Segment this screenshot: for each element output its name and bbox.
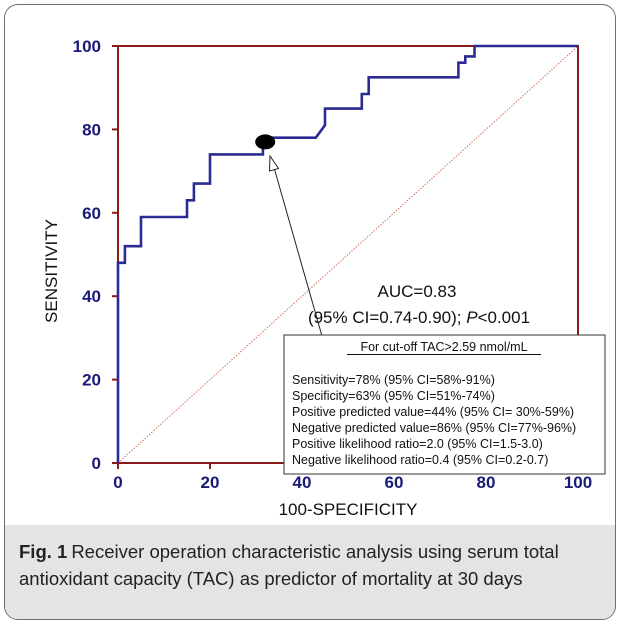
x-tick-label-0: 0 xyxy=(113,473,122,492)
x-tick-label-100: 100 xyxy=(564,473,592,492)
cutoff-info-line-plr: Positive likelihood ratio=2.0 (95% CI=1.… xyxy=(292,437,543,451)
y-tick-label-80: 80 xyxy=(82,120,101,139)
auc-p-value: <0.001 xyxy=(478,308,530,327)
caption-text: Receiver operation characteristic analys… xyxy=(19,541,559,589)
auc-ci: (95% CI=0.74-0.90); P<0.001 xyxy=(308,308,530,327)
cutoff-arrow-line xyxy=(272,163,323,337)
figure-caption: Fig. 1 Receiver operation characteristic … xyxy=(19,538,604,592)
cutoff-info-line-npv: Negative predicted value=86% (95% CI=77%… xyxy=(292,421,576,435)
y-tick-label-60: 60 xyxy=(82,204,101,223)
y-axis-title: SENSITIVITY xyxy=(42,219,61,323)
cutoff-info-line-specificity: Specificity=63% (95% CI=51%-74%) xyxy=(292,389,495,403)
reference-diagonal-line xyxy=(117,45,579,464)
cutoff-info-title: For cut-off TAC>2.59 nmol/mL xyxy=(360,340,527,354)
cutoff-info-line-nlr: Negative likelihood ratio=0.4 (95% CI=0.… xyxy=(292,453,548,467)
cutoff-info-line-sensitivity: Sensitivity=78% (95% CI=58%-91%) xyxy=(292,373,495,387)
x-tick-label-60: 60 xyxy=(385,473,404,492)
cutoff-info-box xyxy=(283,334,606,475)
cutoff-info-line-ppv: Positive predicted value=44% (95% CI= 30… xyxy=(292,405,574,419)
y-tick-label-100: 100 xyxy=(73,37,101,56)
caption-label: Fig. 1 xyxy=(19,541,68,562)
cutoff-point-marker xyxy=(255,134,276,150)
auc-ci-prefix: (95% CI=0.74-0.90); xyxy=(308,308,466,327)
y-tick-label-20: 20 xyxy=(82,371,101,390)
auc-p-symbol: P xyxy=(466,308,478,327)
auc-value: AUC=0.83 xyxy=(378,282,457,301)
x-axis-title: 100-SPECIFICITY xyxy=(279,500,418,519)
caption-background xyxy=(5,525,615,619)
roc-chart: 0 20 40 60 80 100 0 20 40 60 80 100 100-SPECIFICITY… xyxy=(42,37,606,519)
figure-panel: 0 20 40 60 80 100 0 20 40 60 80 100 100-SPECIFICITY… xyxy=(4,4,616,620)
x-tick-label-20: 20 xyxy=(201,473,220,492)
cutoff-arrow-head xyxy=(268,154,280,172)
y-tick-label-0: 0 xyxy=(92,454,101,473)
x-tick-label-40: 40 xyxy=(293,473,312,492)
y-tick-label-40: 40 xyxy=(82,287,101,306)
x-tick-label-80: 80 xyxy=(477,473,496,492)
